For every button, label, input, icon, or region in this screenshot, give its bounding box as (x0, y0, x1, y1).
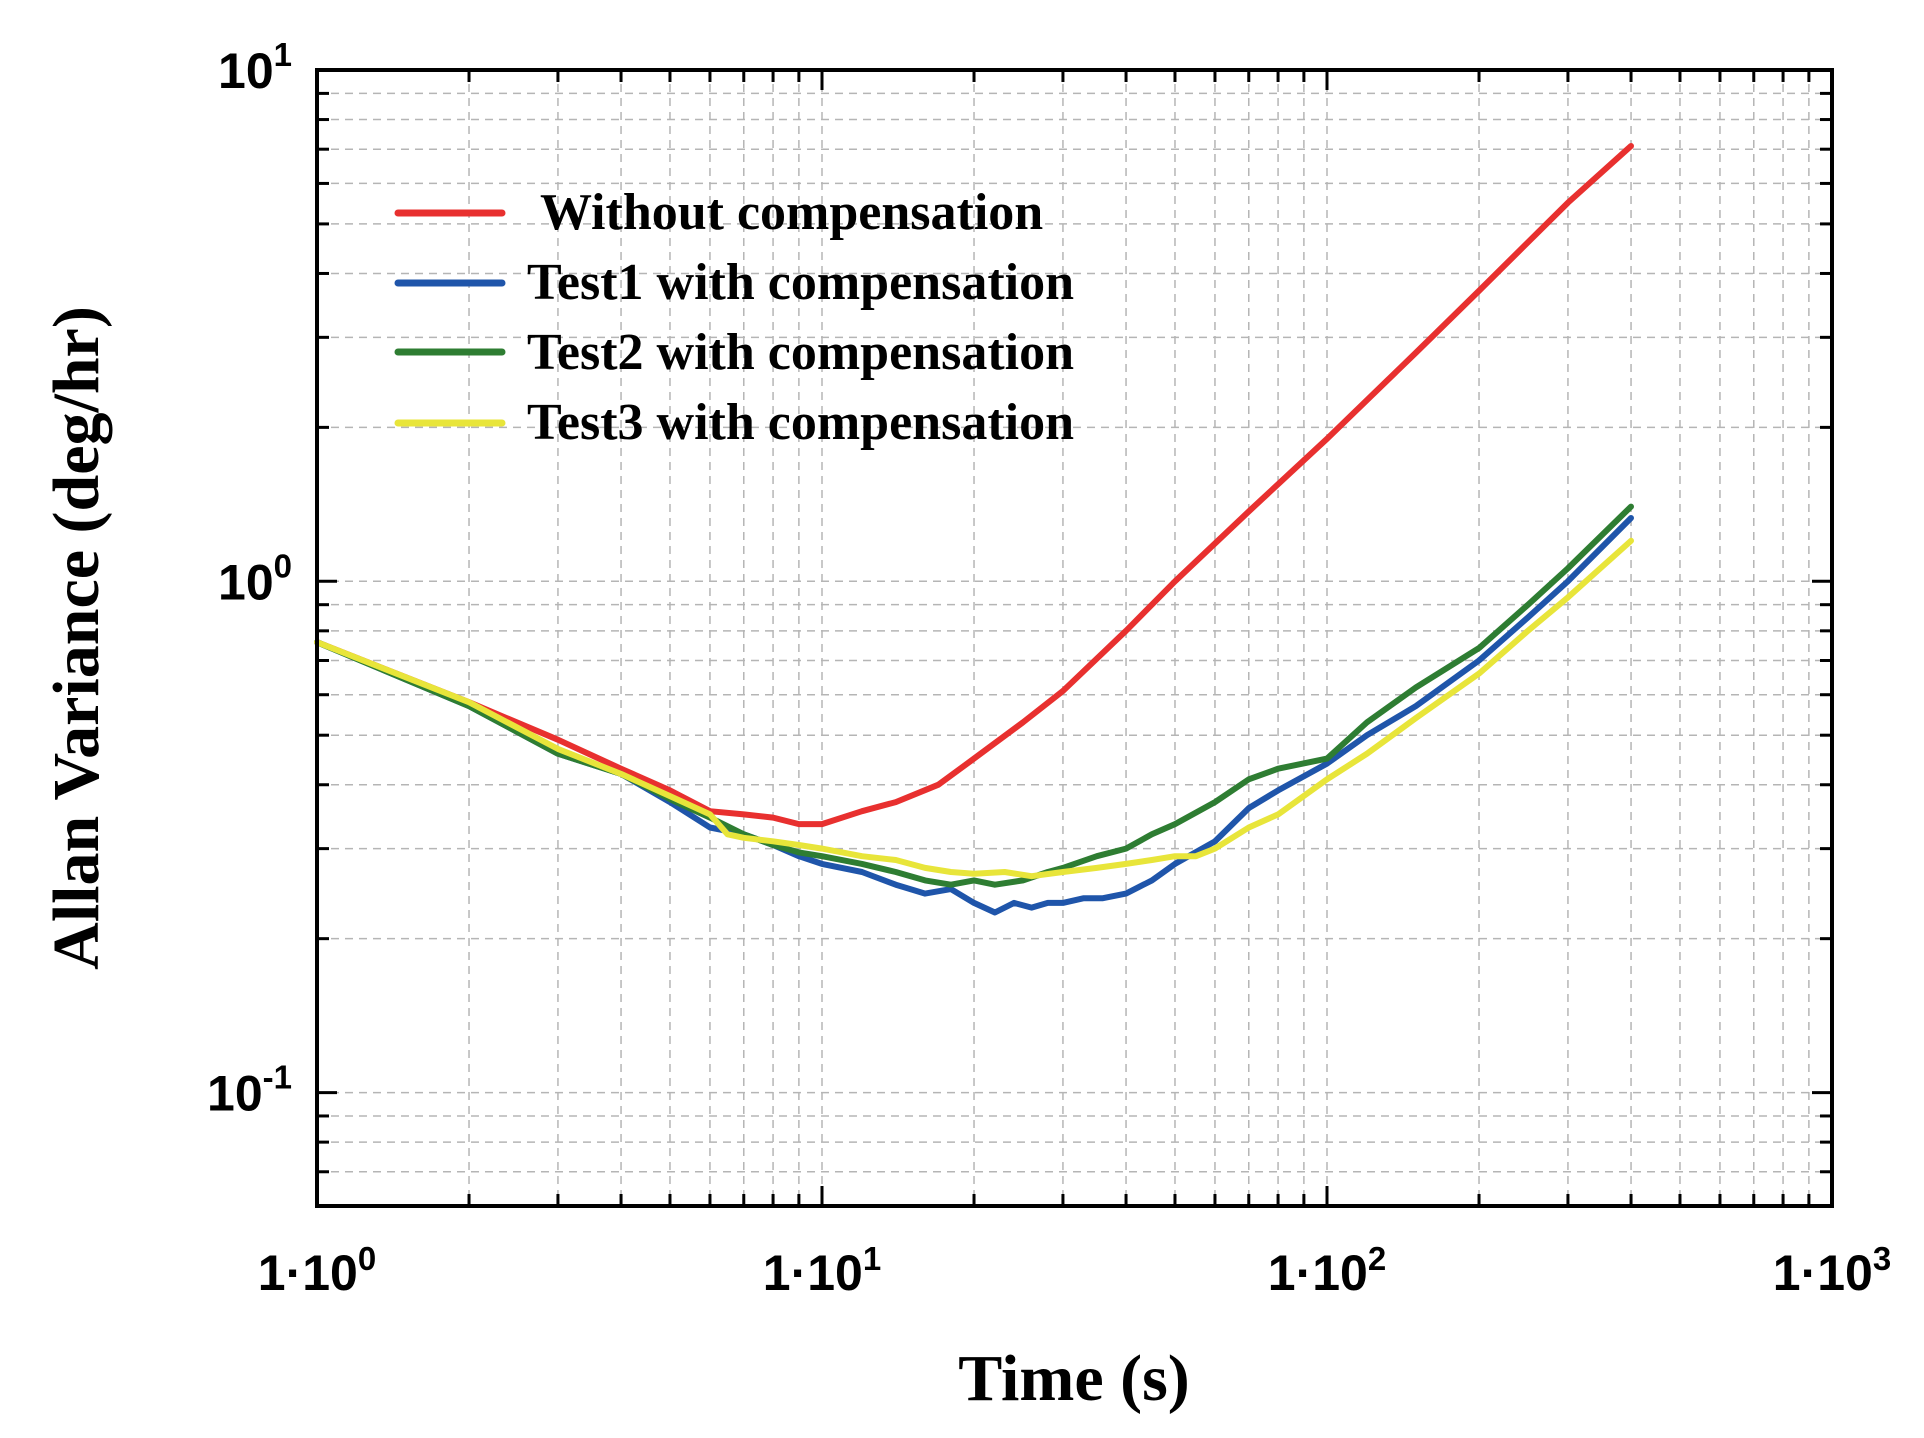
x-tick-label: 1·103 (1773, 1240, 1891, 1301)
legend-label-without-compensation: Without compensation (540, 184, 1043, 241)
series-line-test3-with-compensation (314, 537, 1634, 880)
legend: Without compensation Test1 with compensa… (394, 184, 1074, 451)
legend-label-test1: Test1 with compensation (527, 254, 1074, 311)
y-tick-label: 10-1 (207, 1059, 292, 1122)
x-tick-label: 1·102 (1268, 1240, 1386, 1301)
legend-label-test2: Test2 with compensation (527, 324, 1074, 381)
legend-label-test3: Test3 with compensation (527, 394, 1074, 451)
y-tick-label: 100 (218, 547, 292, 610)
grid-layer (317, 70, 1832, 1206)
x-tick-label: 1·100 (258, 1240, 376, 1301)
series-line-without-compensation (314, 143, 1634, 828)
x-axis-title: Time (s) (958, 1342, 1190, 1415)
y-tick-label: 101 (218, 36, 292, 99)
tick-label-layer: 1·100 1·101 1·102 1·103 10-1 100 101 (207, 36, 1891, 1301)
plot-frame (315, 68, 1834, 1208)
y-axis-title: Allan Variance (deg/hr) (40, 306, 113, 970)
x-tick-label: 1·101 (763, 1240, 881, 1301)
series-layer (314, 143, 1634, 916)
